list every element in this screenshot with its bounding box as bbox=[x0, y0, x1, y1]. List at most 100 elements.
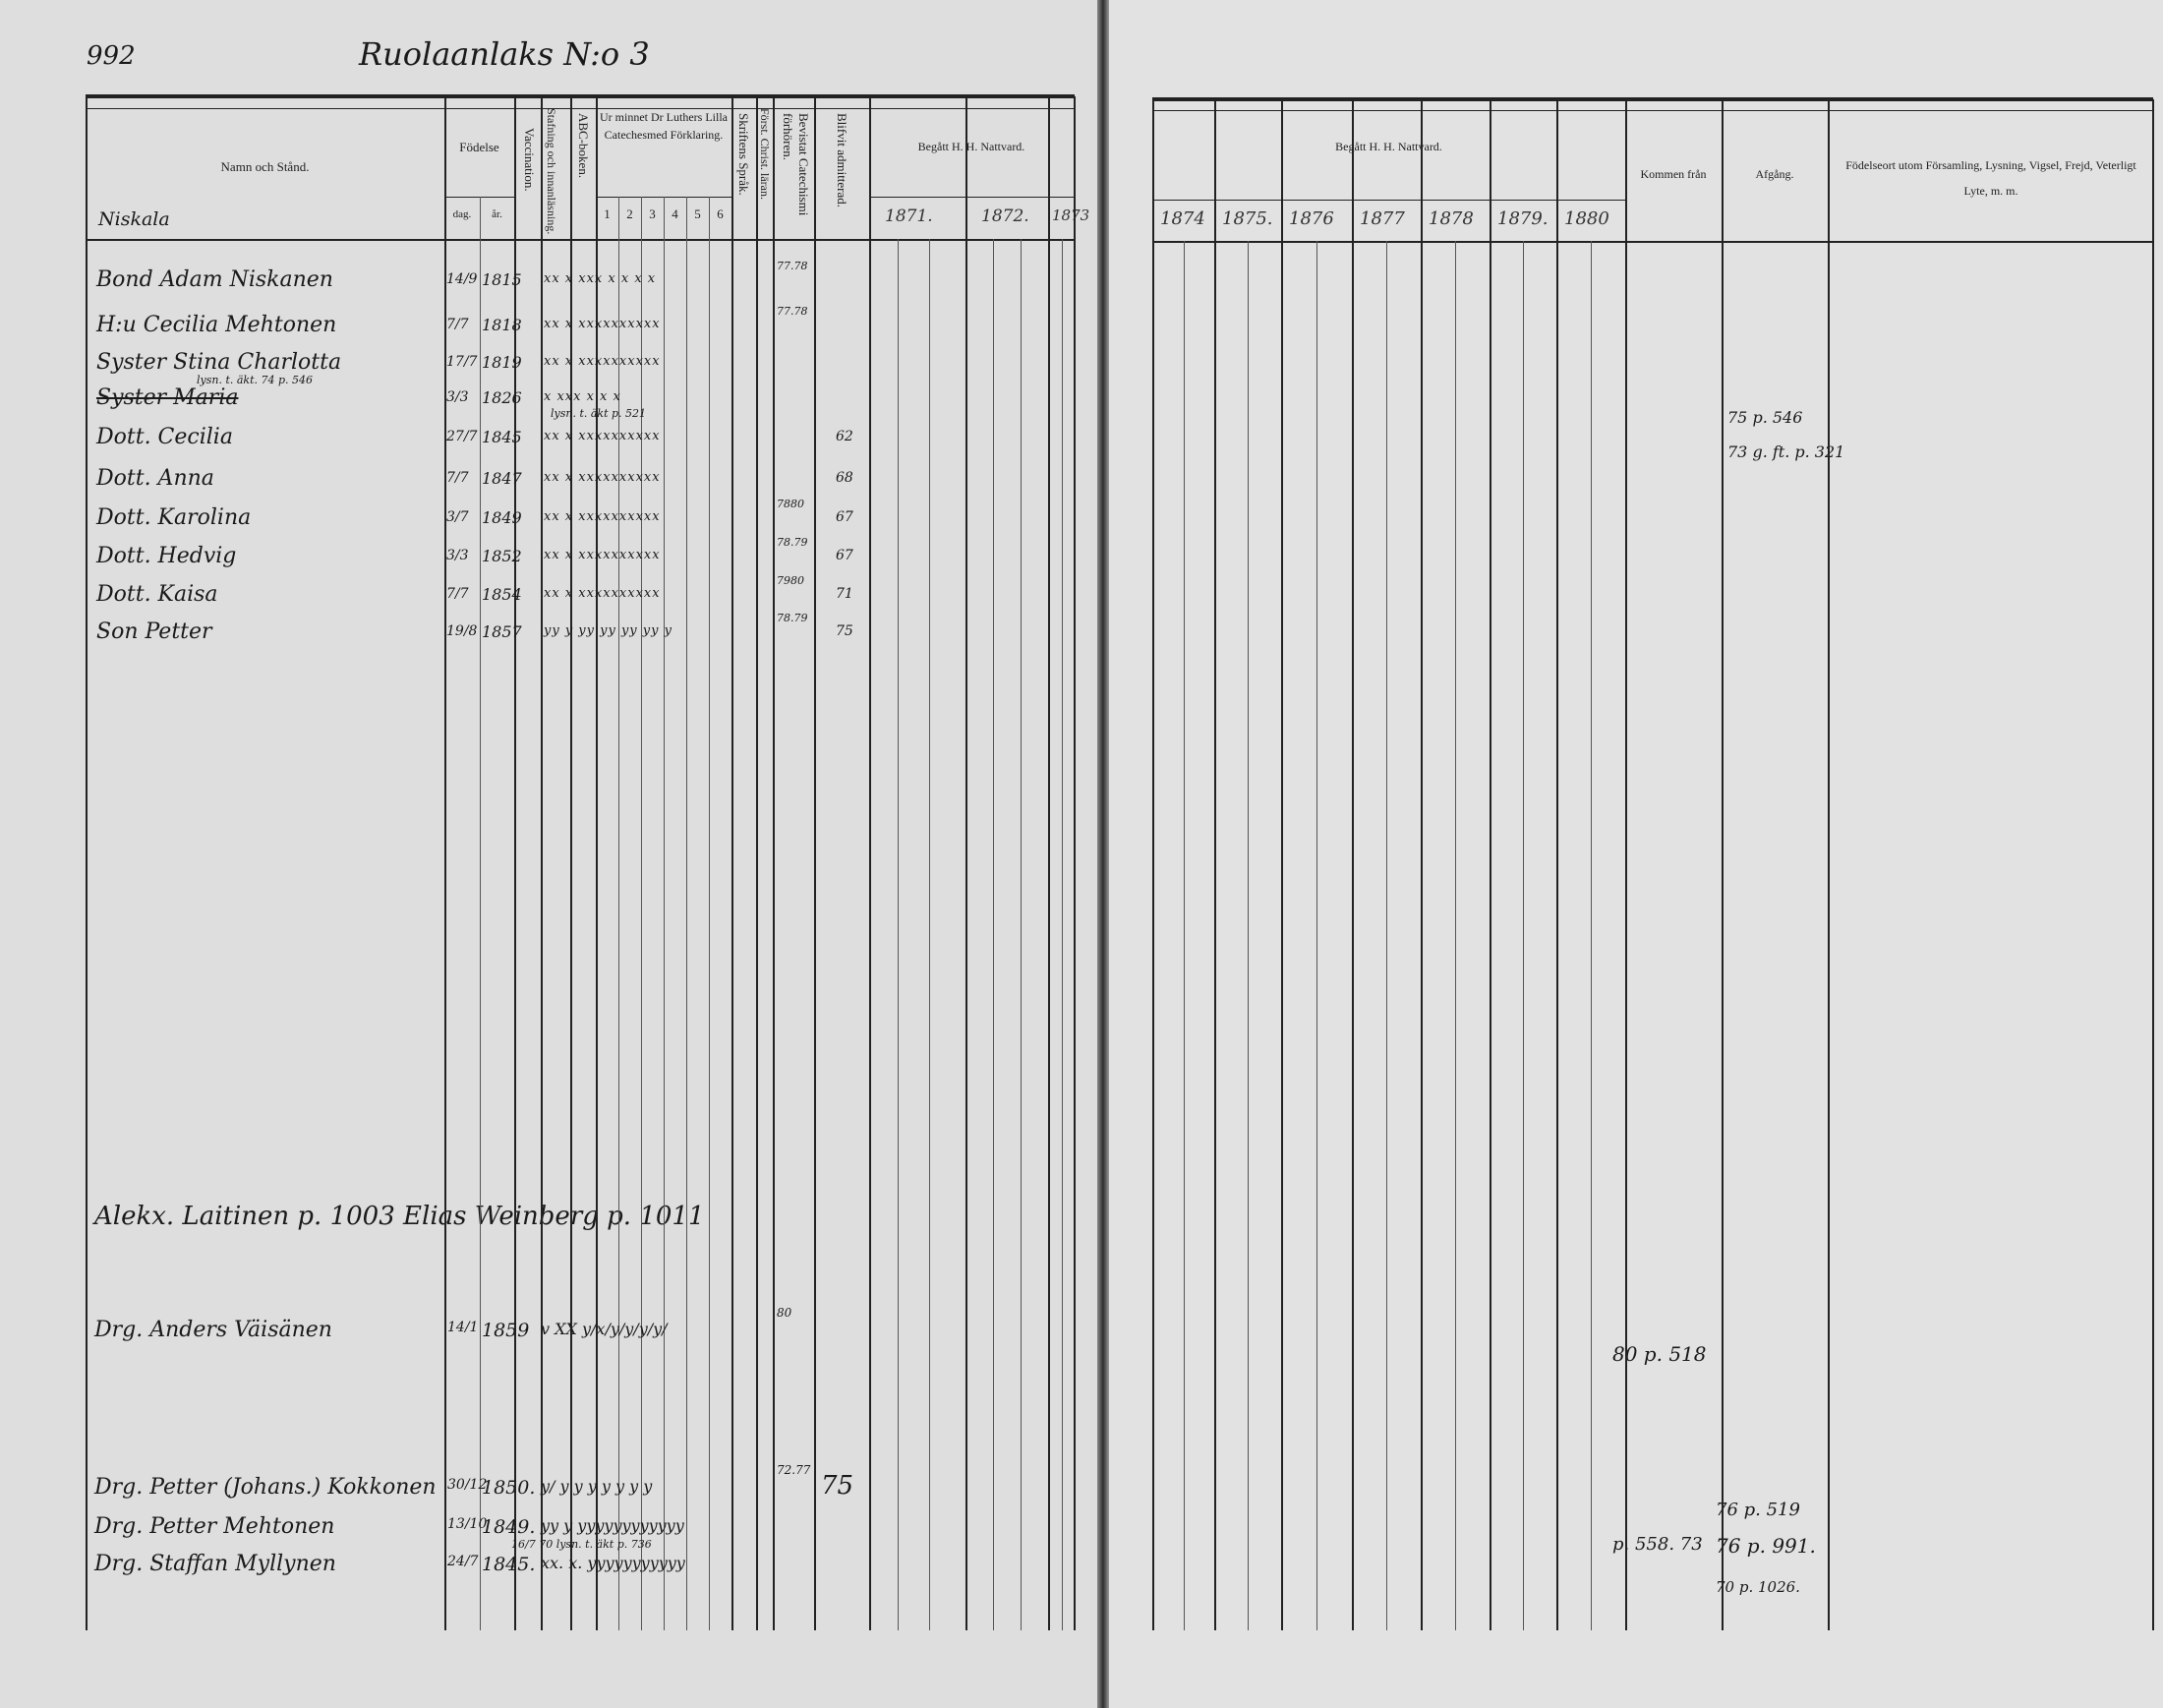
departure-entry: 73 g. ft. p. 321 bbox=[1727, 442, 1845, 461]
catechism-column-2: 2 bbox=[626, 206, 633, 221]
column-rule bbox=[1421, 99, 1423, 1630]
column-rule bbox=[1523, 241, 1524, 1630]
birth-day: 30/12 bbox=[447, 1477, 488, 1493]
year-1879.: 1879. bbox=[1497, 208, 1549, 229]
column-rule bbox=[965, 96, 967, 1630]
column-rule bbox=[1316, 241, 1317, 1630]
birth-year: 1849. bbox=[482, 1516, 536, 1538]
year-1874: 1874 bbox=[1160, 208, 1205, 229]
catechism-column-6: 6 bbox=[717, 206, 724, 221]
birth-year: 1849 bbox=[482, 508, 522, 527]
reading-marks: xx x xxxxxxxxxx bbox=[544, 509, 661, 524]
admitted-year: 75 bbox=[836, 623, 853, 639]
table-top-border bbox=[1152, 97, 2153, 101]
birth-year: 1857 bbox=[482, 622, 522, 641]
header-birth-year: år. bbox=[492, 208, 502, 220]
person-name: H:u Cecilia Mehtonen bbox=[96, 313, 337, 337]
birth-year: 1852 bbox=[482, 547, 522, 565]
header-catechism: Ur minnet Dr Luthers Lilla Catechesmed F… bbox=[600, 110, 728, 142]
reading-marks: xx x xxxxxxxxxx bbox=[544, 354, 661, 369]
farm-name: Niskala bbox=[98, 208, 170, 230]
column-rule bbox=[1455, 241, 1456, 1630]
page-number: 992 bbox=[87, 41, 136, 71]
column-rule bbox=[664, 197, 665, 1630]
column-rule bbox=[1828, 99, 1830, 1630]
catechism-column-5: 5 bbox=[694, 206, 701, 221]
right-page bbox=[1107, 0, 2163, 1708]
birth-year: 1845 bbox=[482, 428, 522, 446]
left-page bbox=[0, 0, 1101, 1708]
column-rule bbox=[869, 96, 871, 1630]
birth-day: 13/10 bbox=[447, 1516, 488, 1532]
reading-marks: yy y yy yy yy yy y bbox=[544, 623, 672, 638]
subheader-rule bbox=[444, 197, 514, 198]
birth-day: 14/9 bbox=[446, 271, 478, 287]
birth-year: 1859 bbox=[482, 1320, 530, 1341]
birth-day: 3/7 bbox=[446, 509, 469, 525]
entry-note: lysn. t. äkt p. 521 bbox=[551, 407, 647, 420]
birth-year: 1850. bbox=[482, 1477, 536, 1499]
examination-years: 77.78 bbox=[777, 305, 808, 318]
header-bottom-rule bbox=[1152, 241, 2153, 243]
column-rule bbox=[1352, 99, 1354, 1630]
birth-year: 1826 bbox=[482, 388, 522, 407]
examination-years: 72.77 bbox=[777, 1463, 811, 1477]
person-name: Dott. Anna bbox=[96, 466, 214, 491]
column-rule bbox=[1074, 96, 1076, 1630]
birth-year: 1847 bbox=[482, 469, 522, 488]
departure-entry: 76 p. 991. bbox=[1716, 1534, 1816, 1558]
person-name: Drg. Petter (Johans.) Kokkonen bbox=[94, 1475, 437, 1500]
birth-day: 17/7 bbox=[446, 354, 478, 370]
catechism-column-3: 3 bbox=[649, 206, 656, 221]
header-vaccination: Vaccination. bbox=[522, 128, 537, 192]
examination-years: 77.78 bbox=[777, 260, 808, 272]
column-rule bbox=[1625, 99, 1627, 1630]
header-abc: ABC-boken. bbox=[576, 113, 591, 179]
reading-marks: v XX y/x/y/y/y/y/ bbox=[541, 1320, 668, 1338]
reading-marks: yy y yyyyyyyyyyyy bbox=[541, 1516, 684, 1535]
table-top-inner bbox=[86, 108, 1075, 109]
column-rule bbox=[480, 197, 481, 1630]
year-1878: 1878 bbox=[1429, 208, 1474, 229]
table-top-border bbox=[86, 94, 1075, 98]
admitted-year: 67 bbox=[836, 548, 853, 563]
departure-entry: 76 p. 519 bbox=[1716, 1500, 1800, 1520]
came-from-entry: 80 p. 518 bbox=[1612, 1342, 1707, 1366]
entry-note: 16/7 70 lysn. t. äkt p. 736 bbox=[511, 1538, 652, 1551]
header-birth: Födelse bbox=[459, 140, 499, 154]
column-rule bbox=[641, 197, 642, 1630]
column-rule bbox=[596, 96, 598, 1630]
header-bottom-rule bbox=[86, 239, 1075, 241]
reading-marks: xx x xxxxxxxxxx bbox=[544, 470, 661, 485]
birth-day: 7/7 bbox=[446, 470, 469, 486]
header-admitted: Blifvit admitterad. bbox=[835, 113, 849, 208]
book-gutter bbox=[1097, 0, 1109, 1708]
birth-day: 3/3 bbox=[446, 389, 469, 405]
person-name: Dott. Karolina bbox=[96, 505, 252, 530]
catechism-column-4: 4 bbox=[672, 206, 678, 221]
column-rule bbox=[814, 96, 816, 1630]
column-rule bbox=[1152, 99, 1154, 1630]
year-1880: 1880 bbox=[1564, 208, 1609, 229]
column-rule bbox=[1386, 241, 1387, 1630]
person-name: Syster Maria bbox=[96, 385, 239, 410]
birth-year: 1819 bbox=[482, 353, 522, 372]
header-came-from: Kommen från bbox=[1640, 167, 1707, 181]
reading-marks: y/ y y y y y y y bbox=[541, 1477, 653, 1496]
column-rule bbox=[898, 239, 899, 1630]
reading-marks: xx x xxxxxxxxxx bbox=[544, 586, 661, 601]
person-name: Son Petter bbox=[96, 619, 212, 644]
column-rule bbox=[1184, 241, 1185, 1630]
examination-years: 7880 bbox=[777, 498, 804, 510]
header-christian: Först. Christ. läran. bbox=[758, 108, 772, 200]
column-rule bbox=[731, 96, 733, 1630]
birth-year: 1854 bbox=[482, 585, 522, 604]
year-1871: 1871. bbox=[885, 206, 933, 226]
reading-marks: xx. x. yyyyyyyyyyy bbox=[541, 1554, 685, 1572]
examination-years: 78.79 bbox=[777, 536, 808, 549]
column-rule bbox=[993, 239, 994, 1630]
reading-marks: x xxx x x x bbox=[544, 389, 621, 404]
birth-day: 14/1 bbox=[447, 1320, 479, 1335]
admitted-year: 62 bbox=[836, 429, 853, 444]
header-examinations: Bevistat Catechismi förhören. bbox=[781, 113, 811, 216]
